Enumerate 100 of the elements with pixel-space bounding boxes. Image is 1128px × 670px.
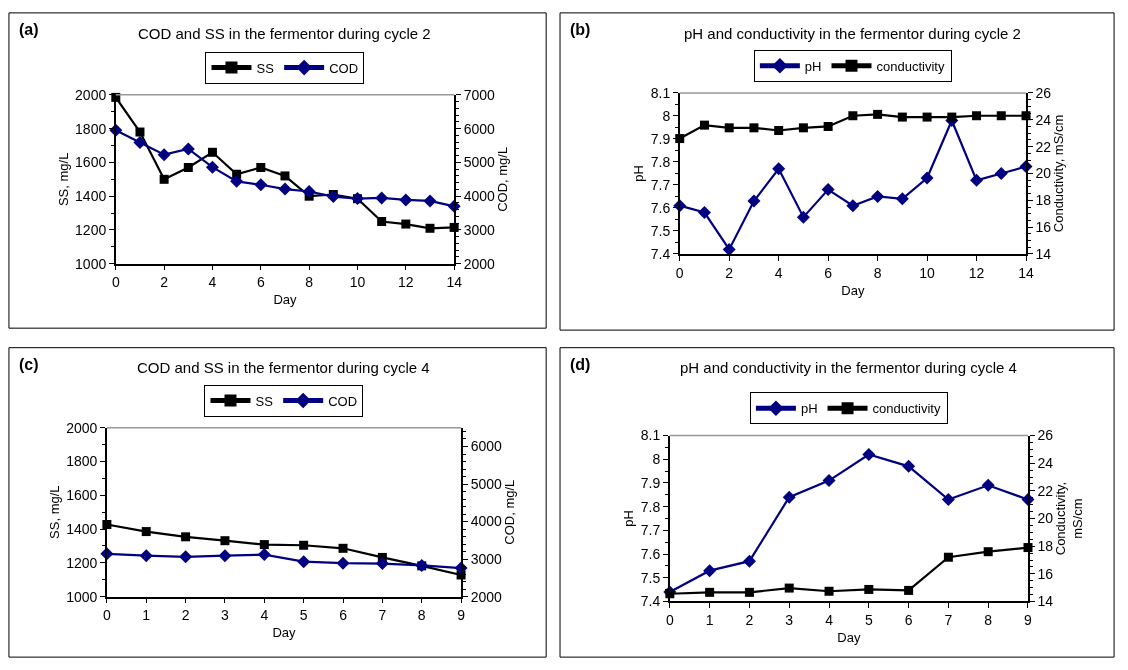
- y-tick-label: 7.5: [650, 222, 671, 239]
- point: [338, 543, 348, 553]
- point: [336, 556, 350, 570]
- y-axis-title: pH: [621, 510, 637, 527]
- x-tick-label: 8: [417, 607, 426, 624]
- y2-tick-label: 4000: [463, 188, 496, 205]
- point: [181, 532, 191, 542]
- x-tick-label: 9: [1024, 612, 1033, 629]
- point: [983, 547, 993, 557]
- text: (b): [570, 21, 591, 38]
- text: (a): [19, 21, 39, 38]
- chart-title: COD and SS in the fermentor during cycle 2: [138, 25, 431, 42]
- y2-tick-label: 22: [1037, 482, 1054, 499]
- legend-label: COD: [329, 60, 359, 76]
- point: [904, 585, 914, 595]
- x-tick-label: 2: [181, 607, 190, 624]
- point: [747, 194, 761, 208]
- y-tick-label: 1200: [66, 554, 98, 571]
- x-tick-label: 4: [260, 607, 269, 624]
- point: [774, 126, 784, 135]
- point: [873, 109, 883, 119]
- y-tick-label: 8: [662, 107, 671, 124]
- point: [943, 552, 953, 562]
- y-tick-label: 1000: [75, 255, 107, 272]
- x-tick-label: 2: [160, 274, 169, 291]
- x-tick-label: 3: [785, 612, 794, 629]
- y2-tick-label: 2000: [470, 588, 502, 605]
- y2-tick-label: 4000: [470, 513, 502, 530]
- point: [254, 178, 268, 192]
- y2-tick-label: 26: [1035, 84, 1052, 101]
- y-tick-label: 1000: [66, 588, 98, 605]
- y2-axis-title: Conductivity, mS/cm: [1053, 481, 1086, 556]
- y2-tick-label: 3000: [463, 221, 496, 238]
- point: [782, 490, 796, 504]
- y-tick-label: 1800: [66, 453, 98, 470]
- point: [183, 162, 193, 172]
- x-axis-title: Day: [837, 630, 861, 646]
- y2-tick-label: 6000: [470, 438, 502, 455]
- x-tick-label: 8: [305, 274, 314, 291]
- y-tick-label: 7.6: [650, 199, 671, 216]
- x-tick-label: 10: [349, 274, 366, 291]
- point: [994, 166, 1008, 180]
- x-tick-label: 0: [103, 607, 111, 624]
- y-tick-label: 7.7: [640, 522, 661, 539]
- point: [703, 564, 717, 578]
- x-axis-title: Day: [841, 282, 865, 298]
- point: [922, 112, 932, 122]
- x-tick-label: 6: [824, 264, 833, 281]
- y2-tick-label: 18: [1035, 192, 1052, 209]
- point: [205, 160, 219, 174]
- point: [179, 550, 193, 564]
- x-tick-label: 14: [1018, 264, 1035, 281]
- y-tick-label: 7.5: [640, 569, 661, 586]
- y2-tick-label: 20: [1035, 165, 1052, 182]
- y-tick-label: 7.9: [640, 474, 661, 491]
- point: [377, 217, 387, 227]
- point: [823, 121, 833, 131]
- x-tick-label: 3: [221, 607, 230, 624]
- legend-label: SS: [255, 393, 274, 409]
- point: [897, 112, 907, 122]
- x-tick-label: 14: [446, 274, 463, 291]
- y-tick-label: 1600: [75, 154, 107, 171]
- point: [848, 111, 858, 121]
- y-tick-label: 2000: [66, 419, 98, 436]
- point: [375, 557, 389, 571]
- y2-tick-label: 18: [1037, 538, 1054, 555]
- y2-axis-title: COD, mg/L: [495, 146, 511, 212]
- x-tick-label: 2: [745, 612, 754, 629]
- y-tick-label: 1400: [66, 520, 98, 537]
- point: [297, 555, 311, 569]
- point: [895, 192, 909, 206]
- point: [941, 493, 955, 507]
- x-tick-label: 4: [825, 612, 834, 629]
- y2-tick-label: 20: [1037, 510, 1054, 527]
- point: [972, 111, 982, 121]
- point: [981, 478, 995, 492]
- legend-label: conductivity: [872, 401, 941, 417]
- x-tick-label: 4: [208, 274, 217, 291]
- y-tick-label: 1600: [66, 487, 98, 504]
- y-tick-label: 7.9: [650, 130, 671, 147]
- y2-tick-label: 14: [1037, 593, 1054, 610]
- point: [947, 112, 957, 122]
- point: [139, 549, 153, 563]
- point: [749, 123, 759, 133]
- point: [181, 142, 195, 156]
- y2-tick-label: 14: [1035, 245, 1052, 262]
- point: [220, 536, 230, 546]
- point: [159, 174, 169, 184]
- x-tick-label: 7: [944, 612, 953, 629]
- x-tick-label: 0: [675, 264, 684, 281]
- point: [697, 206, 711, 220]
- point: [399, 193, 413, 207]
- point: [423, 194, 437, 208]
- point: [326, 190, 340, 204]
- x-tick-label: 0: [665, 612, 674, 629]
- x-tick-label: 7: [378, 607, 387, 624]
- legend-label: pH: [800, 401, 818, 417]
- point: [742, 554, 756, 568]
- point: [864, 584, 874, 594]
- y-tick-label: 8.1: [640, 427, 661, 444]
